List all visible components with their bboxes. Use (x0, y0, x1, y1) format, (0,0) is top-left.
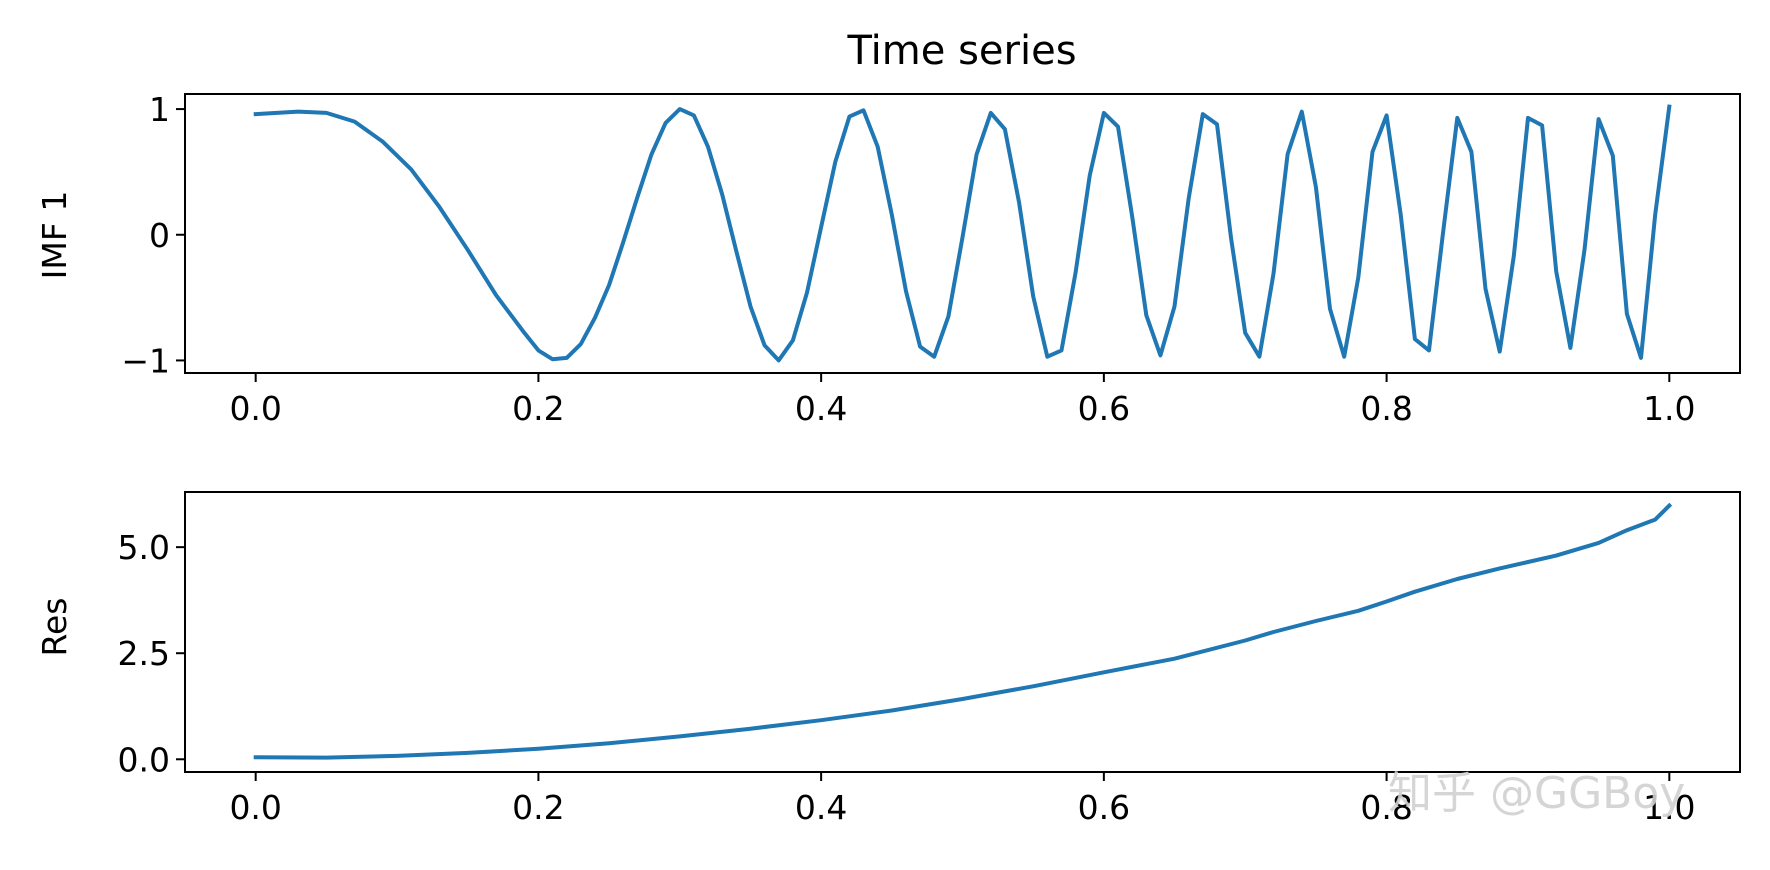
residual-x-tick-label: 0.8 (1360, 788, 1412, 827)
imf1-x-tick-label: 0.8 (1360, 389, 1412, 428)
residual-x-tick-label: 0.6 (1078, 788, 1130, 827)
residual-ticks: 0.0 0.2 0.4 0.6 0.8 1.0 0.0 2.5 5.0 (118, 528, 1696, 827)
imf1-series-line (253, 104, 1672, 363)
imf1-series-0-path (253, 104, 1672, 363)
residual-series-0-path (253, 502, 1673, 760)
residual-x-tick-label: 1.0 (1643, 788, 1695, 827)
imf1-x-tick-label: 0.2 (512, 389, 564, 428)
chart-title: Time series (846, 28, 1076, 74)
residual-x-tick-label: 0.2 (512, 788, 564, 827)
residual-panel: Res 0.0 0.2 0.4 0.6 0.8 1.0 0.0 2.5 5.0 (35, 491, 1741, 827)
imf1-x-tick-label: 0.6 (1078, 389, 1130, 428)
imf1-y-tick-label: −1 (121, 341, 170, 380)
residual-series-line (253, 502, 1673, 760)
imf1-y-tick-label: 1 (149, 90, 170, 129)
imf1-y-tick-label: 0 (149, 216, 170, 255)
imf1-ticks: 0.0 0.2 0.4 0.6 0.8 1.0 −1 0 1 (121, 90, 1695, 428)
imf1-panel: Time series IMF 1 0.0 0.2 0.4 0.6 0.8 1.0 −1 0 1 (35, 28, 1741, 428)
residual-x-tick-label: 0.0 (229, 788, 281, 827)
residual-y-tick-label: 5.0 (118, 528, 170, 567)
imf1-y-axis-label: IMF 1 (35, 191, 74, 280)
residual-y-axis-label: Res (35, 598, 74, 657)
residual-x-tick-label: 0.4 (795, 788, 847, 827)
imf1-x-tick-label: 0.4 (795, 389, 847, 428)
residual-y-tick-label: 0.0 (118, 740, 170, 779)
residual-axes-frame (184, 491, 1741, 773)
watermark: 知乎 @GGBoy (1388, 768, 1685, 819)
imf1-x-tick-label: 1.0 (1643, 389, 1695, 428)
residual-y-tick-label: 2.5 (118, 634, 170, 673)
imf1-axes-frame (184, 93, 1741, 374)
imf1-x-tick-label: 0.0 (229, 389, 281, 428)
